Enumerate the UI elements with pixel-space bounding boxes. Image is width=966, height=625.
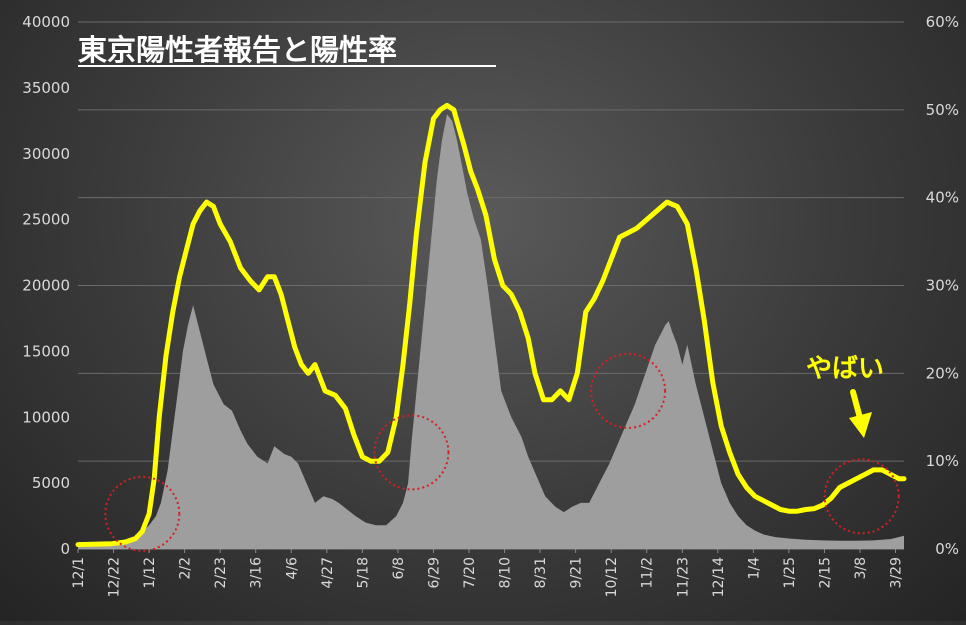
x-tick-label: 10/12 [604, 557, 620, 597]
x-tick-label: 12/1 [71, 557, 87, 588]
x-tick-label: 12/14 [711, 557, 727, 597]
x-tick-label: 2/23 [213, 557, 229, 588]
x-tick-label: 12/22 [107, 557, 123, 597]
highlight-circle [823, 458, 900, 535]
y-left-tick-label: 35000 [22, 79, 70, 97]
left-y-axis-ticks: 0 5000 10000 15000 20000 25000 30000 35000 40000 [22, 13, 70, 558]
x-tick-label: 9/21 [569, 557, 585, 588]
y-right-tick-label: 30% [926, 277, 959, 295]
highlight-circles [104, 352, 900, 552]
y-left-tick-label: 20000 [22, 277, 70, 295]
x-tick-label: 6/8 [391, 557, 407, 580]
y-right-tick-label: 0% [935, 540, 959, 558]
positivity-line-path [75, 102, 907, 548]
y-right-tick-label: 40% [926, 189, 959, 207]
y-left-tick-label: 10000 [22, 408, 70, 426]
x-tick-label: 8/10 [498, 557, 514, 588]
y-right-tick-label: 20% [926, 364, 959, 382]
reported-cases-area [78, 114, 904, 549]
x-tick-label: 7/20 [462, 557, 478, 588]
highlight-circle [590, 352, 667, 429]
x-tick-label: 1/4 [746, 557, 762, 580]
y-left-tick-label: 0 [60, 540, 70, 558]
highlight-circle [373, 414, 450, 491]
y-right-tick-label: 10% [926, 452, 959, 470]
right-y-axis-ticks: 0% 10% 20% 30% 40% 50% 60% [926, 13, 959, 558]
y-right-tick-label: 50% [926, 101, 959, 119]
x-tick-label: 2/2 [178, 557, 194, 580]
x-axis-ticks: 12/1 12/22 1/12 2/2 2/23 3/16 4/6 4/27 5/18 6/8 6/… [71, 549, 905, 597]
cases-area-path [78, 114, 904, 549]
x-tick-label: 6/29 [426, 557, 442, 588]
y-left-tick-label: 40000 [22, 13, 70, 31]
y-left-tick-label: 30000 [22, 145, 70, 163]
x-tick-label: 3/29 [889, 557, 905, 588]
y-left-tick-label: 25000 [22, 211, 70, 229]
x-tick-label: 3/16 [249, 557, 265, 589]
x-tick-label: 4/6 [284, 557, 300, 580]
x-tick-label: 11/23 [675, 557, 691, 597]
x-tick-label: 5/18 [355, 557, 371, 588]
x-tick-label: 8/31 [533, 557, 549, 588]
y-right-tick-label: 60% [926, 13, 959, 31]
x-tick-label: 11/2 [640, 557, 656, 588]
x-tick-label: 3/8 [853, 557, 869, 580]
y-left-tick-label: 15000 [22, 342, 70, 360]
x-tick-label: 1/12 [142, 557, 158, 588]
positivity-rate-line [75, 102, 907, 548]
chart-title: 東京陽性者報告と陽性率 [78, 33, 397, 67]
highlight-circle [104, 475, 181, 552]
y-left-tick-label: 5000 [32, 474, 70, 492]
x-tick-label: 1/25 [782, 557, 798, 588]
annotation-yabai: やばい [806, 354, 884, 384]
x-tick-label: 4/27 [320, 557, 336, 588]
annotation-arrow [849, 389, 872, 438]
x-tick-label: 2/15 [817, 557, 833, 588]
